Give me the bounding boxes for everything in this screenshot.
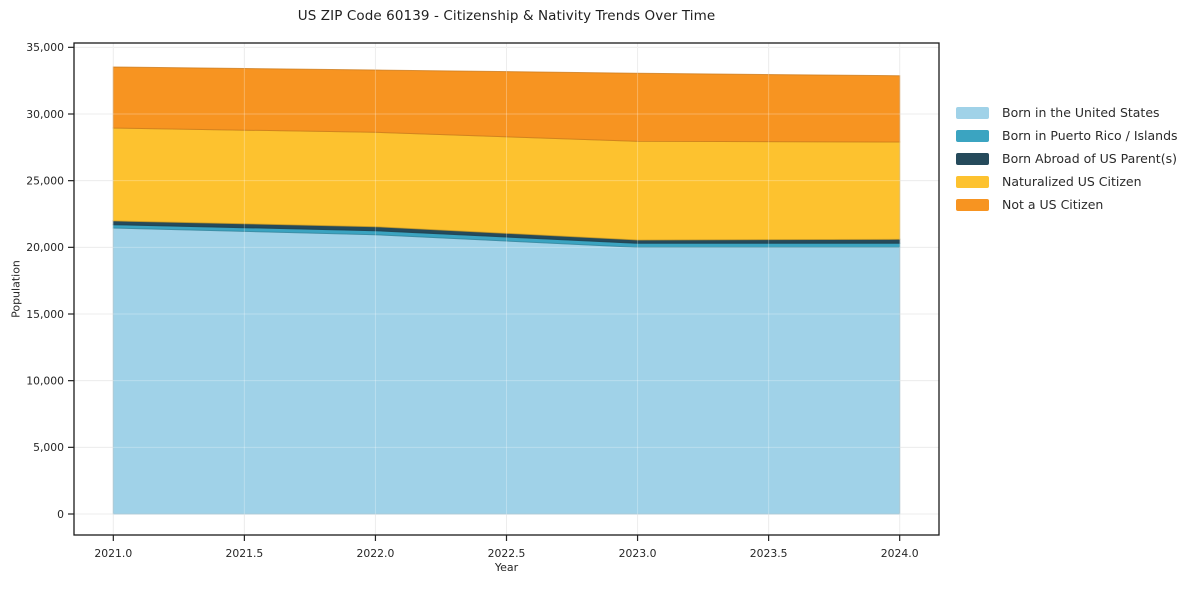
legend-item: Born in Puerto Rico / Islands xyxy=(956,128,1178,143)
y-tick-label: 30,000 xyxy=(26,108,64,121)
legend-item: Naturalized US Citizen xyxy=(956,174,1178,189)
legend-label: Not a US Citizen xyxy=(1002,197,1104,212)
legend-label: Born in the United States xyxy=(1002,105,1160,120)
legend-item: Born in the United States xyxy=(956,105,1178,120)
legend-swatch-icon xyxy=(956,152,989,165)
legend: Born in the United States Born in Puerto … xyxy=(956,105,1178,212)
y-tick-label: 5,000 xyxy=(33,441,64,454)
x-tick-label: 2022.0 xyxy=(357,547,395,560)
y-tick-label: 10,000 xyxy=(26,374,64,387)
x-tick-label: 2021.5 xyxy=(225,547,263,560)
legend-swatch-icon xyxy=(956,106,989,119)
x-tick-label: 2022.5 xyxy=(488,547,526,560)
chart-title: US ZIP Code 60139 - Citizenship & Nativi… xyxy=(297,8,716,24)
y-tick-label: 35,000 xyxy=(26,41,64,54)
legend-item: Born Abroad of US Parent(s) xyxy=(956,151,1178,166)
y-tick-label: 25,000 xyxy=(26,174,64,187)
area-series-4 xyxy=(112,66,901,143)
legend-label: Born in Puerto Rico / Islands xyxy=(1002,128,1178,143)
legend-swatch-icon xyxy=(956,129,989,142)
x-tick-label: 2023.0 xyxy=(619,547,657,560)
legend-label: Born Abroad of US Parent(s) xyxy=(1002,151,1177,166)
x-tick-label: 2023.5 xyxy=(750,547,788,560)
legend-label: Naturalized US Citizen xyxy=(1002,174,1142,189)
y-axis-label: Population xyxy=(9,260,23,318)
legend-swatch-icon xyxy=(956,175,989,188)
x-tick-label: 2021.0 xyxy=(94,547,132,560)
x-axis-label: Year xyxy=(494,561,519,574)
y-tick-label: 0 xyxy=(57,508,64,521)
legend-item: Not a US Citizen xyxy=(956,197,1178,212)
y-tick-label: 20,000 xyxy=(26,241,64,254)
legend-swatch-icon xyxy=(956,198,989,211)
y-tick-label: 15,000 xyxy=(26,308,64,321)
x-tick-label: 2024.0 xyxy=(881,547,919,560)
